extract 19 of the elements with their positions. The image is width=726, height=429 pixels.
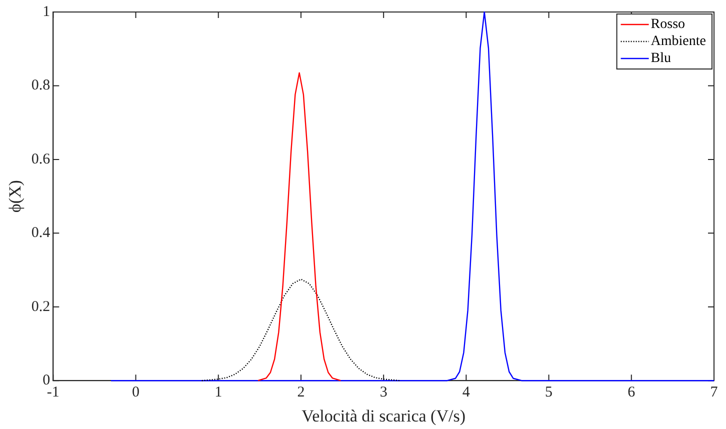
legend-label: Rosso <box>650 17 686 32</box>
y-tick-label: 1 <box>42 4 50 20</box>
y-tick-label: 0.4 <box>31 225 51 242</box>
x-tick-label: 1 <box>214 384 222 401</box>
legend-label: Blu <box>650 51 672 66</box>
legend-label: Ambiente <box>650 34 706 50</box>
x-tick-label: 0 <box>132 384 140 401</box>
x-axis-title: Velocità di scarica (V/s) <box>302 406 466 426</box>
x-tick-label: 5 <box>545 384 553 401</box>
x-tick-label: 6 <box>628 384 636 401</box>
y-tick-label: 0.8 <box>31 78 50 94</box>
x-tick-label: 4 <box>462 384 470 401</box>
x-tick-label: 7 <box>710 384 718 401</box>
y-tick-label: 0.2 <box>31 298 50 315</box>
y-axis-title: ϕ(X) <box>6 180 25 213</box>
x-tick-label: 2 <box>297 384 305 401</box>
line-series <box>201 278 401 382</box>
x-tick-label: 3 <box>380 384 388 401</box>
y-tick-label: 0.6 <box>31 151 51 168</box>
